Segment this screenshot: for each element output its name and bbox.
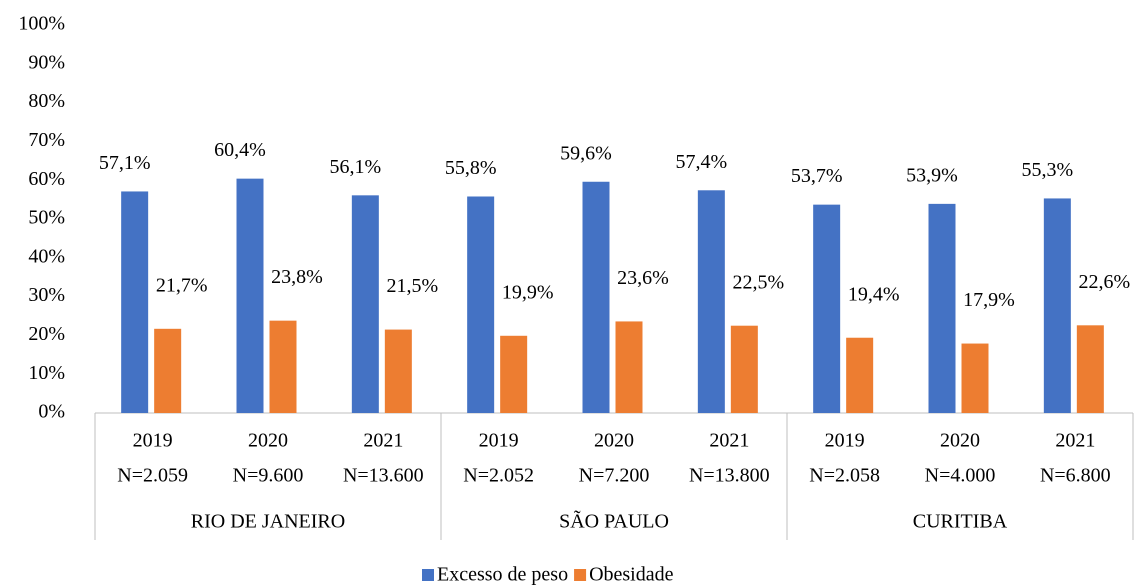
data-label: 21,5%	[386, 275, 438, 297]
data-label: 17,9%	[963, 289, 1015, 311]
data-label: 23,8%	[271, 266, 323, 288]
y-tick-label: 0%	[38, 401, 65, 423]
data-label: 59,6%	[560, 142, 612, 164]
bar	[961, 343, 989, 413]
y-tick-label: 60%	[28, 168, 65, 190]
legend-swatch	[422, 569, 434, 581]
x-tick-sublabel: N=2.058	[809, 465, 880, 487]
y-tick-label: 100%	[18, 13, 65, 35]
data-label: 22,5%	[732, 271, 784, 293]
data-label: 22,6%	[1078, 271, 1130, 293]
y-tick-label: 40%	[28, 245, 65, 267]
y-tick-label: 20%	[28, 323, 65, 345]
x-tick-sublabel: N=6.800	[1040, 465, 1111, 487]
y-tick-label: 50%	[28, 207, 65, 229]
x-tick-label: 2020	[940, 430, 980, 452]
legend-swatch	[574, 569, 587, 581]
data-label: 55,3%	[1021, 159, 1073, 181]
y-tick-label: 90%	[28, 51, 65, 73]
x-tick-sublabel: N=9.600	[233, 465, 304, 487]
x-tick-sublabel: N=2.059	[117, 465, 188, 487]
x-tick-sublabel: N=2.052	[463, 465, 534, 487]
x-tick-sublabel: N=13.800	[689, 465, 770, 487]
x-tick-label: 2019	[133, 430, 173, 452]
bar	[467, 196, 495, 413]
data-label: 19,4%	[848, 283, 900, 305]
bar	[730, 325, 758, 413]
x-tick-label: 2020	[594, 430, 634, 452]
bar	[1076, 325, 1104, 413]
x-tick-label: 2021	[709, 430, 749, 452]
data-label: 56,1%	[329, 156, 381, 178]
data-label: 60,4%	[214, 139, 266, 161]
bar	[582, 181, 610, 413]
data-label: 53,9%	[906, 164, 958, 186]
bar	[154, 328, 182, 413]
data-label: 23,6%	[617, 267, 669, 289]
x-tick-label: 2021	[1055, 430, 1095, 452]
bar	[236, 178, 264, 413]
x-tick-sublabel: N=4.000	[925, 465, 996, 487]
bar	[846, 337, 874, 413]
bar	[384, 329, 412, 413]
bar	[928, 203, 956, 413]
bar	[615, 321, 643, 413]
y-tick-label: 70%	[28, 129, 65, 151]
legend-label: Obesidade	[589, 564, 674, 586]
group-label: SÃO PAULO	[559, 509, 669, 533]
bar	[121, 191, 149, 413]
x-tick-label: 2019	[479, 430, 519, 452]
legend-label: Excesso de peso	[437, 564, 568, 586]
y-tick-label: 10%	[28, 362, 65, 384]
bar	[269, 320, 297, 413]
data-label: 19,9%	[502, 281, 554, 303]
group-label: RIO DE JANEIRO	[191, 511, 345, 533]
group-label: CURITIBA	[913, 511, 1008, 533]
data-label: 53,7%	[791, 165, 843, 187]
bar	[1043, 198, 1071, 413]
x-tick-label: 2021	[363, 430, 403, 452]
bar	[351, 195, 379, 413]
x-tick-sublabel: N=13.600	[343, 465, 424, 487]
x-tick-label: 2019	[825, 430, 865, 452]
x-tick-sublabel: N=7.200	[579, 465, 650, 487]
data-label: 57,1%	[99, 152, 151, 174]
data-label: 21,7%	[156, 274, 208, 296]
x-tick-label: 2020	[248, 430, 288, 452]
bar	[500, 335, 528, 413]
data-label: 55,8%	[445, 157, 497, 179]
y-tick-label: 80%	[28, 90, 65, 112]
bar	[813, 204, 841, 413]
data-label: 57,4%	[675, 151, 727, 173]
y-tick-label: 30%	[28, 284, 65, 306]
bar	[697, 190, 725, 413]
